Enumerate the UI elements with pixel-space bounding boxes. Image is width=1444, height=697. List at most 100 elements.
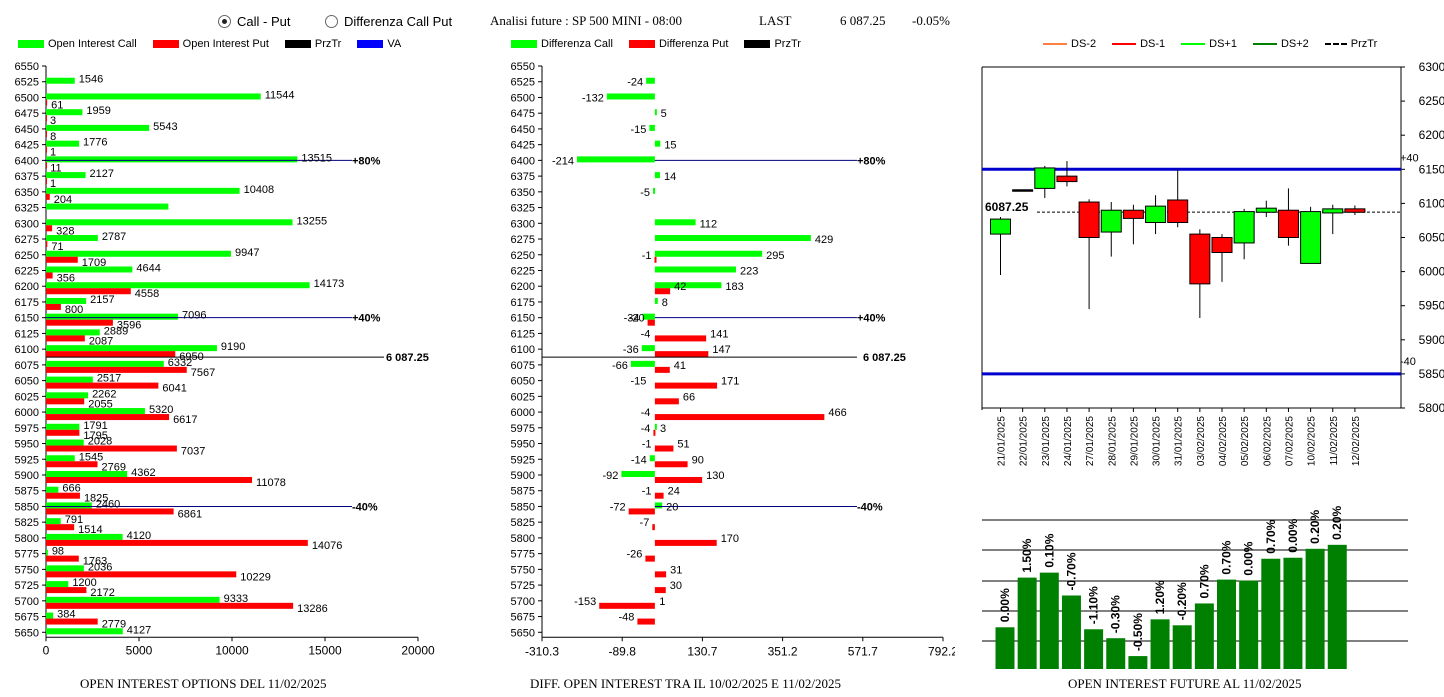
level-label: +40%	[857, 313, 886, 325]
legend-label: DS-2	[1071, 38, 1097, 50]
call-value-label: 1776	[83, 137, 107, 149]
future-oi-label: -0.20%	[1175, 582, 1189, 620]
y-tick-label: 5825	[511, 517, 535, 529]
put-value-label: 10229	[240, 571, 271, 583]
diff-value-label: -72	[610, 501, 626, 513]
legend-label: PrzTr	[314, 38, 342, 50]
y-tick-label: 5800	[15, 533, 39, 545]
future-oi-label: -0.30%	[1109, 595, 1123, 633]
y-tick-label: 6000	[15, 407, 39, 419]
future-oi-label: -1.10%	[1087, 586, 1101, 624]
legend-swatch	[18, 40, 44, 48]
y-tick-label: 5700	[511, 596, 535, 608]
candle-body	[1344, 208, 1366, 213]
chart1-legend: Open Interest Call Open Interest Put Prz…	[18, 38, 417, 50]
call-bar	[46, 408, 145, 415]
legend-swatch	[1324, 43, 1347, 45]
y-tick-label: 6000	[1419, 265, 1444, 279]
put-bar	[46, 382, 159, 389]
future-oi-bar	[995, 627, 1015, 669]
call-value-label: 14173	[314, 278, 345, 290]
x-tick-label: 27/01/2025	[1085, 416, 1096, 466]
legend-label: Open Interest Put	[182, 38, 269, 50]
y-tick-label: 6350	[511, 187, 535, 199]
x-tick-label: 15000	[308, 643, 342, 657]
call-bar	[46, 297, 87, 304]
call-bar	[46, 329, 100, 336]
call-bar	[46, 518, 61, 525]
radio-call-put[interactable]: Call - Put	[218, 14, 290, 29]
call-bar	[46, 423, 80, 430]
future-oi-label: 0.00%	[1286, 518, 1300, 552]
y-tick-label: 6325	[15, 203, 39, 215]
y-tick-label: 5975	[15, 423, 39, 435]
diff-value-label: -15	[630, 376, 646, 388]
put-bar	[46, 524, 75, 531]
y-tick-label: 5800	[1419, 401, 1444, 415]
diff-value-label: 429	[815, 234, 833, 246]
y-tick-label: 5725	[511, 580, 535, 592]
candle-body	[1167, 199, 1189, 223]
x-tick-label: 24/01/2025	[1063, 416, 1074, 466]
call-bar	[46, 628, 123, 635]
diff-value-label: -132	[582, 92, 604, 104]
y-tick-label: 6300	[15, 218, 39, 230]
call-value-label: 5543	[153, 121, 177, 133]
future-oi-bar	[1106, 638, 1126, 669]
put-value-label: 14076	[312, 540, 343, 552]
y-tick-label: 5850	[511, 501, 535, 513]
call-bar	[46, 124, 150, 131]
legend-label: Open Interest Call	[48, 38, 137, 50]
call-value-label: 9947	[235, 247, 259, 259]
future-oi-label: 0.70%	[1197, 564, 1211, 598]
diff-value-label: 171	[721, 376, 739, 388]
diff-value-label: 30	[670, 580, 682, 592]
put-value-label: 800	[65, 304, 83, 316]
diff-put-bar	[654, 414, 825, 421]
y-tick-label: 5925	[511, 454, 535, 466]
candle-body	[990, 218, 1011, 235]
diff-value-label: -1	[642, 250, 652, 262]
level-label: -40%	[352, 501, 378, 513]
put-bar	[46, 178, 47, 185]
y-tick-label: 5675	[511, 612, 535, 624]
diff-put-bar	[654, 288, 671, 295]
put-bar	[46, 602, 294, 609]
candle-body	[1300, 211, 1322, 264]
diff-put-bar	[654, 366, 670, 373]
x-tick-label: 23/01/2025	[1041, 416, 1052, 466]
y-tick-label: 6025	[15, 391, 39, 403]
put-bar	[46, 319, 113, 326]
put-value-label: 6950	[179, 351, 203, 363]
diff-value-label: 112	[700, 218, 718, 230]
y-tick-label: 5775	[511, 549, 535, 561]
legend-swatch	[152, 40, 179, 48]
y-tick-label: 6250	[15, 250, 39, 262]
radio-selected-icon	[218, 15, 231, 28]
diff-value-label: -92	[602, 470, 618, 482]
y-tick-label: 6475	[15, 108, 39, 120]
call-value-label: 384	[57, 609, 75, 621]
x-tick-label: 0	[43, 643, 50, 657]
diff-value-label: 3	[660, 423, 666, 435]
candle-body	[1078, 201, 1100, 238]
diff-value-label: 183	[725, 281, 743, 293]
put-bar	[46, 193, 50, 200]
x-tick-label: 571.7	[848, 644, 878, 658]
put-value-label: 8	[50, 131, 56, 143]
call-value-label: 4127	[127, 624, 151, 636]
diff-value-label: -1	[642, 439, 652, 451]
put-value-label: 61	[51, 99, 63, 111]
level-label: +40%	[352, 313, 381, 325]
put-value-label: 2769	[102, 461, 126, 473]
y-tick-label: 5950	[511, 439, 535, 451]
diff-value-label: -14	[631, 454, 647, 466]
diff-put-bar	[654, 351, 709, 358]
radio-diff[interactable]: Differenza Call Put	[325, 14, 452, 29]
diff-call-bar	[654, 172, 660, 179]
y-tick-label: 6425	[511, 140, 535, 152]
y-tick-label: 5825	[15, 517, 39, 529]
y-tick-label: 6200	[1419, 128, 1444, 142]
call-value-label: 2262	[92, 388, 116, 400]
diff-value-label: -20	[629, 313, 645, 325]
